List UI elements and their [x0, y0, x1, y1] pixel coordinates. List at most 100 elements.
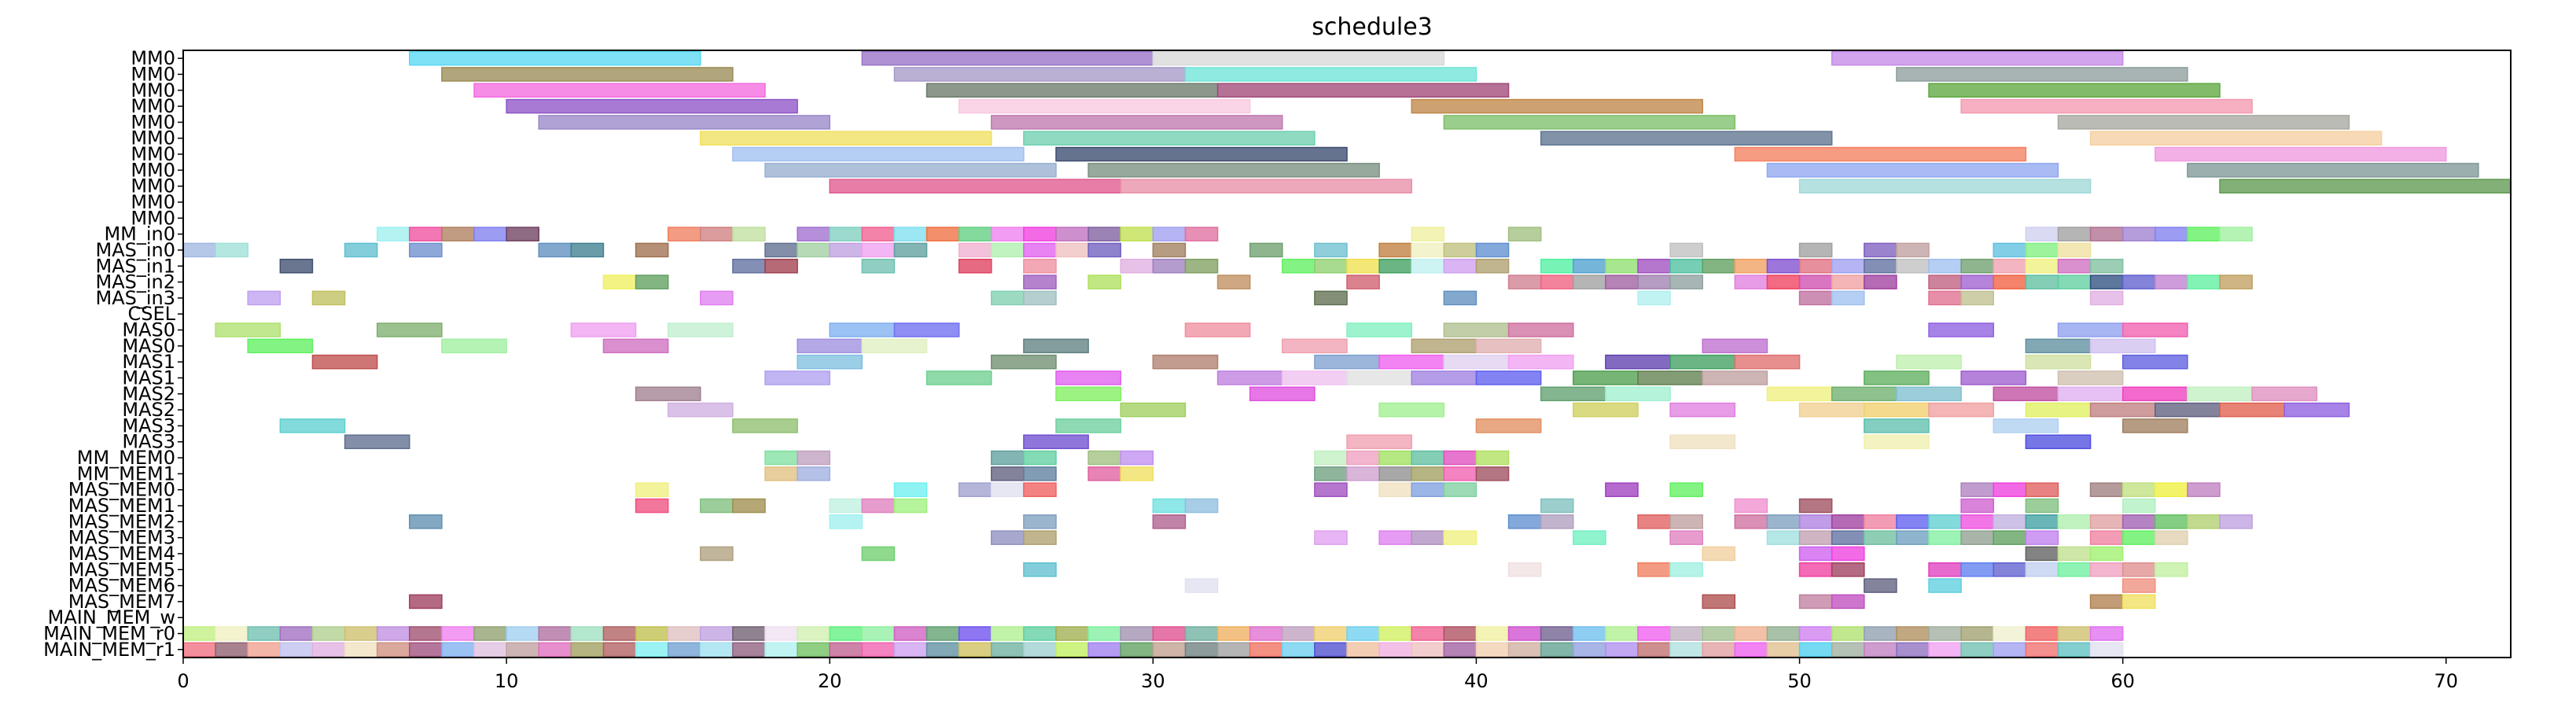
- gantt-bar-row-19-8: [1605, 354, 1671, 370]
- gantt-bar-row-11-20: [1184, 227, 1219, 241]
- gantt-bar-row-5-3: [2089, 131, 2383, 146]
- gantt-bar-row-22-3: [1573, 402, 1639, 418]
- y-label-8: MM0: [131, 175, 175, 197]
- y-label-37: MAIN_MEM_r1: [43, 639, 175, 661]
- gantt-bar-row-36-35: [1314, 626, 1348, 641]
- gantt-bar-row-22-6: [1864, 402, 1930, 418]
- gantt-bar-row-25-9: [1411, 450, 1445, 466]
- gantt-bar-row-22-1: [1120, 402, 1187, 418]
- gantt-bar-row-15-7: [1637, 290, 1671, 306]
- gantt-bar-row-36-38: [1411, 626, 1445, 641]
- gantt-bar-row-17-7: [1346, 322, 1412, 337]
- gantt-bar-row-29-15: [1960, 514, 1994, 529]
- gantt-bar-row-25-1: [797, 450, 830, 466]
- gantt-bar-row-31-6: [2057, 546, 2092, 562]
- gantt-bar-row-27-15: [2122, 482, 2156, 497]
- gantt-bar-row-29-3: [1152, 514, 1187, 529]
- gantt-bar-row-36-52: [1864, 626, 1897, 641]
- gantt-bar-row-5-0: [700, 131, 992, 146]
- gantt-bar-row-36-51: [1831, 626, 1865, 641]
- gantt-bar-row-13-11: [1346, 258, 1380, 274]
- gantt-bar-row-12-7: [764, 242, 798, 258]
- gantt-bar-row-8-1: [1120, 179, 1412, 193]
- gantt-bar-row-6-1: [1055, 146, 1348, 162]
- gantt-bar-row-14-18: [1960, 274, 1994, 289]
- gantt-bar-row-28-12: [2025, 498, 2059, 514]
- gantt-bar-row-11-13: [958, 227, 992, 241]
- gantt-bar-row-37-27: [1055, 642, 1089, 658]
- gantt-bar-row-37-30: [1152, 642, 1187, 658]
- gantt-bar-row-36-43: [1573, 626, 1606, 641]
- gantt-bar-row-29-5: [1540, 514, 1574, 529]
- gantt-bar-row-11-15: [1023, 227, 1057, 241]
- gantt-bar-row-37-25: [991, 642, 1025, 658]
- gantt-bar-row-21-7: [1896, 386, 1962, 402]
- gantt-bar-row-33-2: [1928, 578, 1962, 593]
- gantt-bar-row-22-9: [2089, 402, 2156, 418]
- gantt-bar-row-37-50: [1798, 642, 1833, 658]
- gantt-bar-row-13-1: [732, 258, 766, 274]
- gantt-bar-row-23-3: [1475, 418, 1542, 433]
- gantt-bar-row-26-8: [1378, 466, 1412, 481]
- gantt-bar-row-12-16: [1087, 242, 1121, 258]
- gantt-bar-row-36-27: [1055, 626, 1089, 641]
- x-tick-label-1: 10: [495, 670, 519, 692]
- gantt-bar-row-12-21: [1411, 242, 1445, 258]
- gantt-bar-row-37-57: [2025, 642, 2059, 658]
- gantt-bar-row-11-21: [1411, 227, 1445, 241]
- gantt-bar-row-37-55: [1960, 642, 1994, 658]
- gantt-bar-row-7-2: [1766, 163, 2059, 178]
- gantt-bar-row-36-7: [409, 626, 443, 641]
- gantt-bar-row-8-2: [1798, 179, 2092, 193]
- gantt-bar-row-15-11: [1960, 290, 1994, 306]
- y-label-18: MAS0: [122, 335, 175, 357]
- gantt-bar-row-25-4: [1087, 450, 1121, 466]
- gantt-bar-row-21-4: [1605, 386, 1671, 402]
- gantt-bar-row-18-7: [1411, 338, 1478, 354]
- gantt-bar-row-28-9: [1734, 498, 1768, 514]
- gantt-bar-row-37-24: [958, 642, 992, 658]
- gantt-bar-row-12-20: [1378, 242, 1412, 258]
- gantt-bar-row-36-18: [764, 626, 798, 641]
- gantt-bar-row-22-5: [1798, 402, 1865, 418]
- gantt-bar-row-36-34: [1282, 626, 1316, 641]
- gantt-bar-row-23-0: [279, 418, 346, 433]
- gantt-bar-row-28-8: [1540, 498, 1574, 514]
- gantt-bar-row-37-59: [2089, 642, 2124, 658]
- gantt-bar-row-12-12: [958, 242, 992, 258]
- gantt-bar-row-14-14: [1798, 274, 1833, 289]
- gantt-bar-row-11-24: [2057, 227, 2092, 241]
- y-label-3: MM0: [131, 95, 175, 117]
- gantt-bar-row-37-37: [1378, 642, 1412, 658]
- gantt-bar-row-12-2: [344, 242, 378, 258]
- gantt-bar-row-13-10: [1314, 258, 1348, 274]
- bars-layer: [182, 50, 2512, 658]
- gantt-bar-row-13-4: [958, 258, 992, 274]
- gantt-bar-row-11-19: [1152, 227, 1187, 241]
- gantt-bar-row-14-20: [2025, 274, 2059, 289]
- gantt-bar-row-18-10: [2025, 338, 2092, 354]
- gantt-bar-row-19-5: [1378, 354, 1445, 370]
- x-tick-label-2: 20: [818, 670, 842, 692]
- gantt-bar-row-37-53: [1896, 642, 1930, 658]
- gantt-bar-row-13-33: [2089, 258, 2124, 274]
- gantt-bar-row-29-1: [829, 514, 863, 529]
- gantt-bar-row-30-15: [1993, 530, 2027, 545]
- gantt-bar-row-37-21: [861, 642, 896, 658]
- gantt-bar-row-37-12: [570, 642, 605, 658]
- gantt-bar-row-37-4: [311, 642, 346, 658]
- gantt-bar-row-29-23: [2219, 514, 2253, 529]
- gantt-bar-row-27-7: [1411, 482, 1445, 497]
- gantt-bar-row-33-1: [1864, 578, 1897, 593]
- gantt-bar-row-19-11: [1896, 354, 1962, 370]
- gantt-bar-row-12-30: [2057, 242, 2092, 258]
- gantt-bar-row-29-11: [1831, 514, 1865, 529]
- gantt-bar-row-36-37: [1378, 626, 1412, 641]
- gantt-bar-row-36-23: [926, 626, 960, 641]
- gantt-bar-row-17-12: [2122, 322, 2188, 337]
- gantt-bar-row-14-11: [1669, 274, 1703, 289]
- gantt-bar-row-28-7: [1184, 498, 1219, 514]
- gantt-bar-row-36-8: [441, 626, 475, 641]
- gantt-bar-row-32-11: [2089, 562, 2124, 577]
- gantt-bar-row-24-4: [1864, 434, 1930, 450]
